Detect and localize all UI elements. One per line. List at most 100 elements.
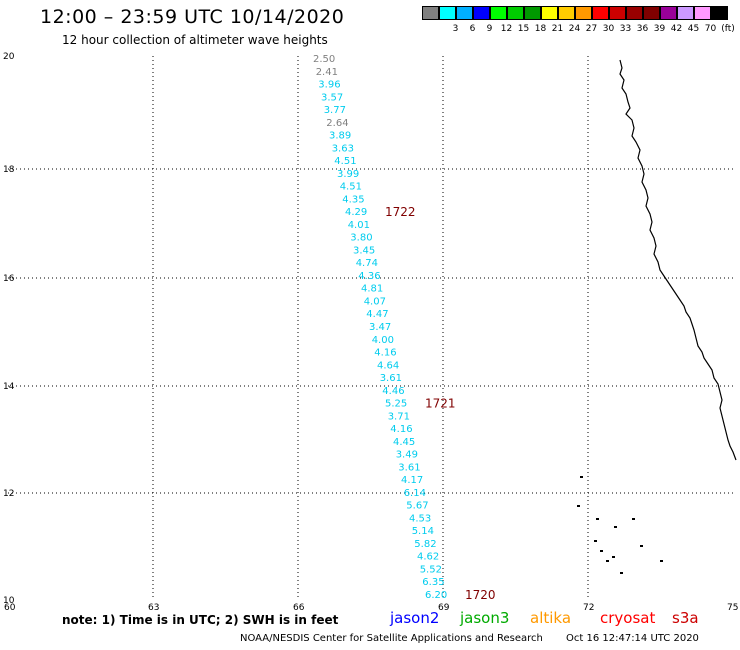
footer-note: note: 1) Time is in UTC; 2) SWH is in fe…: [62, 613, 339, 627]
wave-height-reading: 4.45: [393, 437, 415, 448]
legend-label: 9: [486, 24, 493, 34]
legend-swatch: [643, 6, 660, 20]
wave-height-reading: 4.00: [372, 335, 394, 346]
legend-swatch: [422, 6, 439, 20]
island: [577, 505, 580, 507]
satellite-jason3: jason3: [460, 609, 510, 627]
pass-time-label: 1720: [465, 588, 496, 602]
wave-height-reading: 3.77: [324, 105, 346, 116]
island: [660, 560, 663, 562]
wave-height-reading: 3.45: [353, 245, 375, 256]
legend-swatch: [626, 6, 643, 20]
lat-tick-label: 16: [3, 274, 15, 284]
wave-height-reading: 4.29: [345, 207, 367, 218]
wave-height-reading: 4.16: [374, 348, 396, 359]
wave-height-reading: 4.53: [409, 513, 431, 524]
pass-time-label: 1722: [385, 205, 416, 219]
wave-height-reading: 3.96: [318, 80, 340, 91]
legend-swatch: [473, 6, 490, 20]
wave-height-reading: 4.07: [364, 297, 386, 308]
wave-height-reading: 5.67: [406, 501, 428, 512]
wave-height-reading: 6.20: [425, 590, 447, 601]
legend-label: 42: [670, 24, 683, 34]
island: [632, 518, 635, 520]
map-subtitle: 12 hour collection of altimeter wave hei…: [62, 33, 328, 47]
legend-swatch: [609, 6, 626, 20]
lat-lon-grid: [8, 56, 733, 600]
lon-tick-label: 75: [727, 603, 738, 613]
legend-label: 45: [687, 24, 700, 34]
legend-swatch: [524, 6, 541, 20]
wave-height-reading: 6.14: [404, 488, 426, 499]
coastline-path: [619, 59, 737, 461]
legend-label: 15: [517, 24, 530, 34]
island: [600, 550, 603, 552]
legend-label: 21: [551, 24, 564, 34]
island: [606, 560, 609, 562]
wave-height-reading: 2.64: [326, 118, 348, 129]
wave-height-reading: 5.52: [420, 565, 442, 576]
wave-height-reading: 2.41: [316, 67, 338, 78]
legend-swatch: [507, 6, 524, 20]
legend-units: (ft): [721, 24, 735, 34]
wave-height-reading: 4.81: [361, 284, 383, 295]
wave-height-reading: 3.63: [332, 143, 354, 154]
wave-height-reading: 2.50: [313, 54, 335, 65]
wave-height-reading: 4.46: [382, 386, 404, 397]
legend-swatch: [575, 6, 592, 20]
wave-height-reading: 3.61: [398, 462, 420, 473]
credit-line: NOAA/NESDIS Center for Satellite Applica…: [240, 633, 543, 644]
legend-swatch: [490, 6, 507, 20]
wave-height-reading: 5.25: [385, 399, 407, 410]
wave-height-reading: 5.14: [412, 526, 434, 537]
wave-height-reading: 5.82: [414, 539, 436, 550]
wave-height-reading: 3.61: [380, 373, 402, 384]
lon-tick-label: 60: [4, 603, 16, 613]
island: [612, 556, 615, 558]
legend-label: 3: [452, 24, 459, 34]
legend-label: 27: [585, 24, 598, 34]
lat-tick-label: 14: [3, 382, 15, 392]
pass-time-label: 1721: [425, 397, 456, 411]
wave-height-reading: 3.57: [321, 92, 343, 103]
wave-height-reading: 3.71: [388, 411, 410, 422]
legend-swatch: [439, 6, 456, 20]
satellite-altika: altika: [530, 609, 572, 627]
wave-height-reading: 4.35: [342, 194, 364, 205]
island: [614, 526, 617, 528]
satellite-s3a: s3a: [672, 609, 699, 627]
wave-height-reading: 3.89: [329, 131, 351, 142]
lon-tick-label: 69: [438, 603, 450, 613]
wave-height-reading: 6.35: [422, 577, 444, 588]
wave-height-reading: 3.47: [369, 322, 391, 333]
wave-height-reading: 4.64: [377, 360, 399, 371]
wave-height-reading: 3.80: [350, 233, 372, 244]
legend-label: 70: [704, 24, 717, 34]
legend-label: 30: [602, 24, 615, 34]
map-title: 12:00 – 23:59 UTC 10/14/2020: [40, 6, 345, 28]
lat-tick-label: 20: [3, 52, 15, 62]
legend-label: 24: [568, 24, 581, 34]
wave-height-reading: 3.49: [396, 450, 418, 461]
island: [596, 518, 599, 520]
legend-swatch: [694, 6, 711, 20]
wave-height-reading: 4.47: [366, 309, 388, 320]
coastline: [577, 59, 737, 574]
legend-swatch: [711, 6, 728, 20]
legend-swatch: [660, 6, 677, 20]
legend-label: 39: [653, 24, 666, 34]
satellite-cryosat: cryosat: [600, 609, 656, 627]
satellite-jason2: jason2: [390, 609, 440, 627]
generation-timestamp: Oct 16 12:47:14 UTC 2020: [566, 633, 699, 644]
wave-height-reading: 3.99: [337, 169, 359, 180]
satellite-track: 2.50 2.41 3.963.57 3.77 2.64 3.893.63 4.51 3.99…: [313, 54, 496, 602]
legend-label: 33: [619, 24, 632, 34]
lat-tick-label: 18: [3, 165, 15, 175]
wave-height-reading: 4.51: [334, 156, 356, 167]
legend-swatch: [592, 6, 609, 20]
wave-height-reading: 4.74: [356, 258, 378, 269]
lon-tick-label: 72: [583, 603, 594, 613]
legend-swatch: [558, 6, 575, 20]
wave-height-reading: 4.16: [390, 424, 412, 435]
